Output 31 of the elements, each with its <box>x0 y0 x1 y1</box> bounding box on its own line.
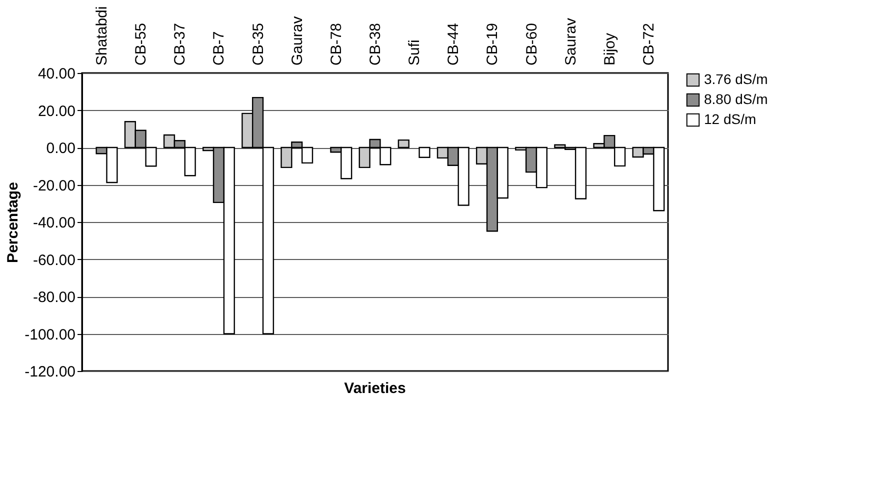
x-tick-label: CB-44 <box>445 22 462 66</box>
y-tick-label: 40.00 <box>38 66 76 82</box>
y-tick-label: -120.00 <box>24 364 76 380</box>
x-tick-label: Bijoy <box>601 32 618 66</box>
x-tick-label: CB-38 <box>367 22 384 66</box>
x-axis-title: Varieties <box>344 380 406 397</box>
y-tick-label: -20.00 <box>32 177 76 194</box>
legend-label: 8.80 dS/m <box>704 91 768 107</box>
x-tick-label: Sufi <box>406 40 424 66</box>
x-tick-label: CB-37 <box>172 22 189 66</box>
legend-label: 3.76 dS/m <box>704 71 768 87</box>
x-tick-label: CB-60 <box>523 22 540 66</box>
bar <box>418 146 430 158</box>
y-tick-label: 0.00 <box>46 140 76 157</box>
x-tick-label: Gaurav <box>288 16 306 66</box>
x-tick-label: CB-7 <box>210 31 228 66</box>
bar <box>398 139 410 148</box>
x-tick-label: CB-35 <box>250 22 267 66</box>
legend-label: 12 dS/m <box>704 111 756 127</box>
y-tick-label: -40.00 <box>32 214 76 232</box>
x-tick-label: CB-78 <box>328 22 345 66</box>
x-tick-label: Shatabdi <box>94 6 111 66</box>
x-tick-label: Saurav <box>562 17 580 66</box>
y-tick-label: -100.00 <box>24 326 76 344</box>
x-tick-label: CB-72 <box>640 22 658 66</box>
x-tick-label: CB-55 <box>132 22 150 66</box>
y-tick-label: -60.00 <box>32 252 76 269</box>
x-tick-label: CB-19 <box>484 22 502 66</box>
y-axis-title: Percentage <box>4 182 22 263</box>
y-tick-label: -80.00 <box>32 289 76 306</box>
y-tick-label: 20.00 <box>38 102 76 120</box>
